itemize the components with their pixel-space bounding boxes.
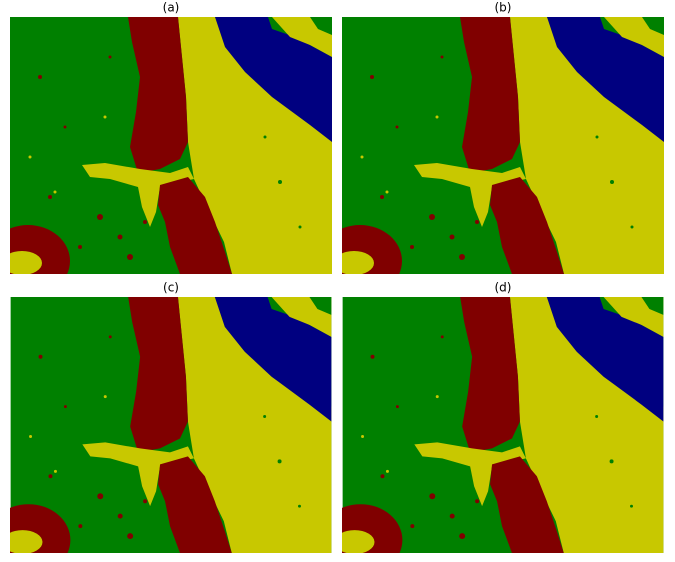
panel-label: (b) <box>495 1 512 15</box>
segmentation-map <box>318 17 664 297</box>
figure: (a) (b) (c) (d) <box>0 0 675 558</box>
panel-label: (d) <box>495 281 512 295</box>
panel-label: (c) <box>163 281 179 295</box>
segmentation-map <box>0 297 331 558</box>
segmentation-map <box>0 17 332 297</box>
panel-label: (a) <box>163 1 180 15</box>
segmentation-map <box>319 297 664 558</box>
